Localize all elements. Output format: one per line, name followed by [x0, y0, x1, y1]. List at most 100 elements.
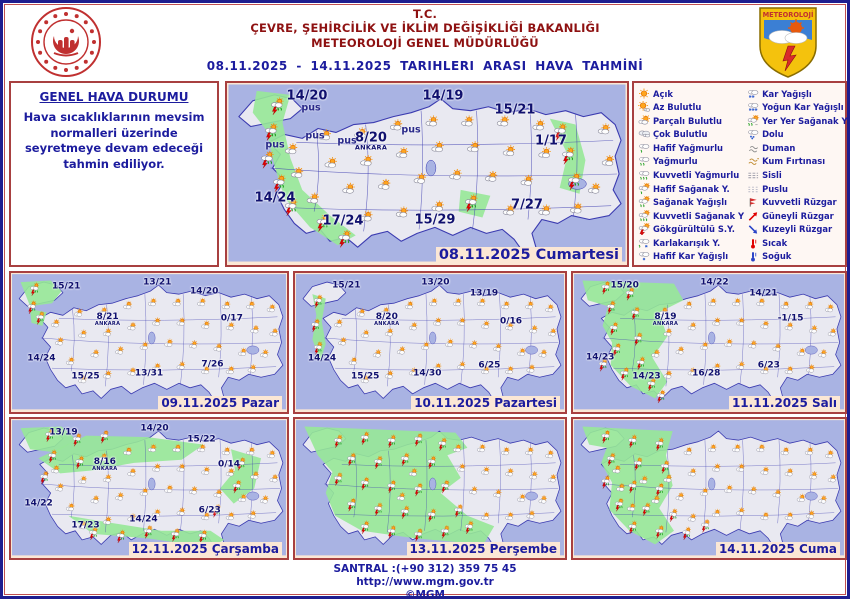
partly-cloudy-icon — [201, 511, 210, 521]
temperature-label: 14/20 — [286, 88, 328, 104]
partly-cloudy-icon — [517, 493, 526, 502]
partly-cloudy-icon — [238, 493, 247, 502]
thunderstorm-icon — [554, 123, 567, 141]
partly-cloudy-icon — [213, 489, 223, 498]
temperature-label: 15/25 — [351, 371, 380, 382]
legend-item: Dolu — [746, 128, 847, 141]
partly-cloudy-icon — [481, 511, 490, 521]
partly-cloudy-icon — [493, 343, 502, 352]
temperature-label: 14/24 — [129, 514, 158, 525]
partly-cloudy-icon — [360, 329, 370, 338]
partly-cloudy-icon — [378, 178, 391, 190]
kum-icon — [748, 158, 759, 166]
thunderstorm-icon — [612, 342, 621, 357]
forecast-date-range: 08.11.2025 - 14.11.2025 TARIHLERI ARASI … — [206, 59, 644, 74]
map-panel-monday: 15/21 13/20 13/19 8/20 ANKARA 0/16 14/24 15/25 1… — [293, 271, 567, 414]
partly-cloudy-icon — [806, 364, 815, 373]
ministry-logo-icon — [30, 6, 102, 78]
temperature-label: 14/20 — [140, 423, 169, 434]
legend-item: Duman — [746, 141, 847, 154]
partly-cloudy-icon — [172, 297, 182, 307]
partly-cloudy-icon — [90, 495, 100, 504]
map-panel-wednesday: 13/19 14/20 15/22 8/16 ANKARA 0/14 14/22 17/23 1… — [9, 417, 289, 560]
thunderstorm-icon — [261, 150, 274, 169]
partly-cloudy-icon — [246, 300, 255, 310]
temperature-label: 14/20 — [190, 286, 219, 297]
partly-cloudy-icon — [449, 168, 462, 180]
temperature-label: 15/22 — [187, 434, 216, 445]
city-label: ANKARA — [652, 321, 679, 328]
city-label: ANKARA — [354, 143, 388, 152]
thunderstorm-icon — [655, 525, 664, 539]
legend-item-label: Hafif Sağanak Y. — [653, 183, 730, 194]
partly-cloudy-icon — [408, 468, 418, 477]
partly-cloudy-icon — [502, 145, 516, 157]
legend-item: Sağanak Yağışlı — [637, 196, 744, 209]
partly-cloudy-icon — [360, 374, 370, 384]
legend-item: Soğuk — [746, 250, 847, 263]
temperature-label: 8/21 ANKARA — [94, 312, 121, 328]
thunderstorm-icon — [601, 475, 611, 489]
map-panel-tuesday: 15/20 14/22 14/21 8/19 ANKARA -1/15 14/23 14/23… — [571, 271, 847, 414]
partly-cloudy-icon — [818, 349, 827, 358]
partly-cloudy-icon — [164, 338, 173, 347]
partly-cloudy-icon — [708, 297, 717, 307]
legend-item: Sisli — [746, 168, 847, 181]
legend-item: Kuvvetli Yağmurlu — [637, 168, 744, 181]
temperature-label: 0/16 — [499, 316, 523, 327]
thunderstorm-icon — [387, 525, 396, 539]
partly-cloudy-icon — [102, 516, 112, 525]
hkar-icon — [639, 252, 650, 261]
partly-cloudy-icon — [225, 511, 235, 521]
temperature-label: 13/19 — [469, 288, 499, 299]
partly-cloudy-icon — [164, 484, 173, 493]
partly-cloudy-icon — [616, 483, 625, 492]
partly-cloudy-icon — [784, 468, 794, 477]
legend-item-label: Sisli — [762, 169, 782, 180]
partly-cloudy-icon — [152, 362, 161, 372]
partly-cloudy-icon — [809, 325, 818, 334]
partly-cloudy-icon — [748, 340, 757, 349]
partly-cloudy-icon — [115, 492, 124, 501]
partly-cloudy-icon — [760, 320, 769, 329]
legend-column-right: Kar Yağışlı Yoğun Kar Yağışlı Yer Yer Sağa… — [746, 87, 847, 263]
thunderstorm-icon — [609, 321, 619, 336]
legend-item: Hafif Sağanak Y. — [637, 182, 744, 195]
temperature-label: 14/21 — [749, 288, 778, 299]
partly-cloudy-icon — [354, 127, 367, 139]
partly-cloudy-icon — [760, 511, 769, 521]
partly-cloudy-icon — [306, 192, 319, 204]
legend-item-label: Parçalı Bulutlu — [653, 115, 722, 126]
partly-cloudy-icon — [102, 328, 112, 337]
temperature-label: 13/20 — [421, 277, 450, 288]
thunderstorm-icon — [89, 526, 98, 541]
partly-cloudy-icon — [505, 511, 514, 521]
partly-cloudy-icon — [724, 338, 733, 347]
temperature-label: 8/20 ANKARA — [354, 130, 388, 152]
partly-cloudy-icon — [736, 317, 745, 326]
thunderstorm-icon — [232, 479, 242, 494]
legend-item-label: Kuvvetli Sağanak Y — [653, 210, 745, 221]
legend-item-label: Kuzeyli Rüzgar — [762, 224, 833, 235]
map-panel-friday: 14.11.2025 Cuma — [571, 417, 847, 560]
map-date-label: 13.11.2025 Perşembe — [406, 542, 560, 556]
thunderstorm-icon — [655, 437, 664, 451]
temperature-label: 16/28 — [692, 368, 721, 379]
partly-cloudy-icon — [266, 303, 276, 313]
thunderstorm-icon — [273, 174, 286, 193]
legend-item-label: Kuvvetli Rüzgar — [762, 197, 837, 208]
partly-cloudy-icon — [827, 474, 837, 483]
partly-cloudy-icon — [612, 465, 621, 474]
partly-cloudy-icon — [651, 349, 660, 358]
city-label: ANKARA — [92, 465, 118, 472]
temperature-label: 0/17 — [220, 313, 243, 324]
partly-cloudy-icon — [525, 300, 534, 310]
partly-cloudy-icon — [505, 322, 514, 331]
temperature-label: 14/30 — [413, 368, 442, 379]
partly-cloudy-icon — [197, 297, 206, 307]
partly-cloudy-icon — [687, 367, 697, 376]
partly-cloudy-icon — [756, 297, 765, 307]
partly-cloudy-icon — [433, 317, 442, 326]
partly-cloudy-icon — [51, 319, 60, 328]
partly-cloudy-icon — [78, 475, 87, 484]
